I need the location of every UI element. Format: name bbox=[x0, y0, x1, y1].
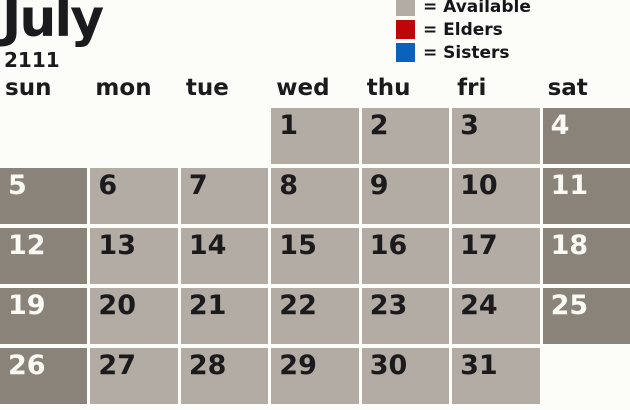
weekday-label-tue: tue bbox=[185, 75, 229, 101]
date-number: 2 bbox=[369, 110, 389, 141]
weekday-label-mon: mon bbox=[95, 75, 152, 101]
day-cell-10: 10 bbox=[452, 168, 540, 224]
date-number: 8 bbox=[279, 170, 299, 201]
elders-color-swatch bbox=[396, 20, 415, 39]
date-number: 16 bbox=[369, 230, 408, 261]
year-label: 2111 bbox=[4, 48, 60, 72]
date-number: 19 bbox=[8, 290, 46, 321]
empty-cell bbox=[0, 108, 87, 164]
date-number: 28 bbox=[188, 350, 227, 381]
date-number: 29 bbox=[279, 350, 317, 381]
date-number: 25 bbox=[550, 290, 589, 321]
day-cell-6: 6 bbox=[90, 168, 178, 224]
day-cell-23: 23 bbox=[361, 288, 450, 344]
date-number: 30 bbox=[369, 350, 408, 381]
day-cell-2: 2 bbox=[361, 108, 450, 164]
day-cell-16: 16 bbox=[361, 228, 450, 284]
calendar-grid: 1 2 3 4 5 6 7 8 9 10 11 12 13 14 15 16 17 18 19 20 21 22 23 24 2… bbox=[0, 108, 630, 404]
date-number: 10 bbox=[460, 170, 498, 201]
weekday-label-sat: sat bbox=[547, 75, 588, 101]
day-cell-26: 26 bbox=[0, 348, 88, 404]
day-cell-15: 15 bbox=[271, 228, 359, 284]
date-number: 4 bbox=[550, 110, 570, 141]
empty-cell bbox=[90, 108, 177, 164]
month-title: July bbox=[2, 0, 104, 49]
date-number: 20 bbox=[98, 290, 136, 321]
day-cell-30: 30 bbox=[361, 348, 450, 404]
date-number: 23 bbox=[369, 290, 408, 321]
day-cell-4: 4 bbox=[542, 108, 630, 164]
day-cell-27: 27 bbox=[90, 348, 178, 404]
day-cell-13: 13 bbox=[90, 228, 178, 284]
date-number: 27 bbox=[98, 350, 136, 381]
date-number: 31 bbox=[460, 350, 498, 381]
date-number: 7 bbox=[188, 170, 208, 201]
date-number: 15 bbox=[279, 230, 317, 261]
date-number: 6 bbox=[98, 170, 118, 201]
day-cell-31: 31 bbox=[452, 348, 540, 404]
date-number: 22 bbox=[279, 290, 317, 321]
legend-row-elders: = Elders bbox=[396, 19, 531, 40]
day-cell-3: 3 bbox=[452, 108, 540, 164]
day-cell-24: 24 bbox=[452, 288, 540, 344]
day-cell-18: 18 bbox=[542, 228, 630, 284]
available-color-swatch bbox=[396, 0, 415, 16]
date-number: 9 bbox=[369, 170, 389, 201]
day-cell-28: 28 bbox=[180, 348, 269, 404]
date-number: 17 bbox=[460, 230, 498, 261]
weekday-label-fri: fri bbox=[457, 75, 487, 101]
day-cell-8: 8 bbox=[271, 168, 359, 224]
date-number: 18 bbox=[550, 230, 589, 261]
day-cell-25: 25 bbox=[542, 288, 630, 344]
day-cell-14: 14 bbox=[180, 228, 269, 284]
day-cell-29: 29 bbox=[271, 348, 359, 404]
weekday-label-sun: sun bbox=[5, 75, 52, 101]
date-number: 11 bbox=[550, 170, 589, 201]
day-cell-12: 12 bbox=[0, 228, 88, 284]
empty-cell bbox=[181, 108, 268, 164]
date-number: 24 bbox=[460, 290, 498, 321]
day-cell-9: 9 bbox=[361, 168, 450, 224]
date-number: 21 bbox=[188, 290, 227, 321]
weekday-label-wed: wed bbox=[276, 75, 330, 101]
date-number: 3 bbox=[460, 110, 479, 141]
date-number: 14 bbox=[188, 230, 227, 261]
date-number: 5 bbox=[8, 170, 27, 201]
empty-cell bbox=[543, 348, 630, 404]
legend-row-sisters: = Sisters bbox=[396, 42, 531, 63]
day-cell-17: 17 bbox=[452, 228, 540, 284]
legend-row-available: = Available bbox=[396, 0, 531, 17]
date-number: 12 bbox=[8, 230, 46, 261]
day-cell-11: 11 bbox=[542, 168, 630, 224]
date-number: 13 bbox=[98, 230, 136, 261]
day-cell-5: 5 bbox=[0, 168, 88, 224]
day-cell-21: 21 bbox=[180, 288, 269, 344]
date-number: 1 bbox=[279, 110, 299, 141]
day-cell-20: 20 bbox=[90, 288, 178, 344]
weekday-header-row: sun mon tue wed thu fri sat bbox=[0, 75, 630, 101]
sisters-color-swatch bbox=[396, 43, 415, 62]
legend-label-sisters: = Sisters bbox=[423, 42, 510, 63]
legend: = Available = Elders = Sisters bbox=[396, 0, 531, 66]
day-cell-1: 1 bbox=[271, 108, 359, 164]
weekday-label-thu: thu bbox=[366, 75, 411, 101]
day-cell-22: 22 bbox=[271, 288, 359, 344]
date-number: 26 bbox=[8, 350, 46, 381]
day-cell-19: 19 bbox=[0, 288, 88, 344]
legend-label-available: = Available bbox=[423, 0, 531, 17]
legend-label-elders: = Elders bbox=[423, 19, 503, 40]
day-cell-7: 7 bbox=[180, 168, 269, 224]
